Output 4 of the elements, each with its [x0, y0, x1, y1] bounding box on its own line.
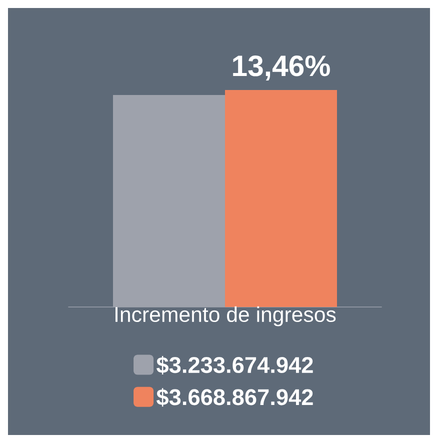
text: 13,46% — [233, 55, 330, 81]
legend-label: $3.668.867.942 — [156, 388, 313, 407]
legend-label: $3.233.674.942 — [156, 356, 313, 374]
x-axis-title: Incremento de ingresos — [115, 306, 336, 326]
